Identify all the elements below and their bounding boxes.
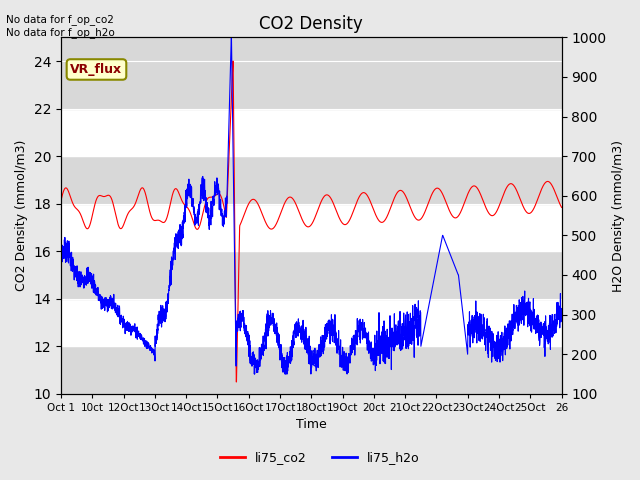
Legend: li75_co2, li75_h2o: li75_co2, li75_h2o <box>215 446 425 469</box>
Bar <box>61 108 561 156</box>
Bar <box>61 61 561 108</box>
Text: No data for f_op_co2
No data for f_op_h2o: No data for f_op_co2 No data for f_op_h2… <box>6 14 115 38</box>
X-axis label: Time: Time <box>296 419 326 432</box>
Bar <box>61 299 561 346</box>
Bar <box>61 37 561 61</box>
Bar <box>61 204 561 251</box>
Y-axis label: CO2 Density (mmol/m3): CO2 Density (mmol/m3) <box>15 140 28 291</box>
Y-axis label: H2O Density (mmol/m3): H2O Density (mmol/m3) <box>612 140 625 291</box>
Bar <box>61 156 561 204</box>
Bar <box>61 251 561 299</box>
Text: VR_flux: VR_flux <box>70 63 122 76</box>
Title: CO2 Density: CO2 Density <box>259 15 363 33</box>
Bar <box>61 346 561 394</box>
